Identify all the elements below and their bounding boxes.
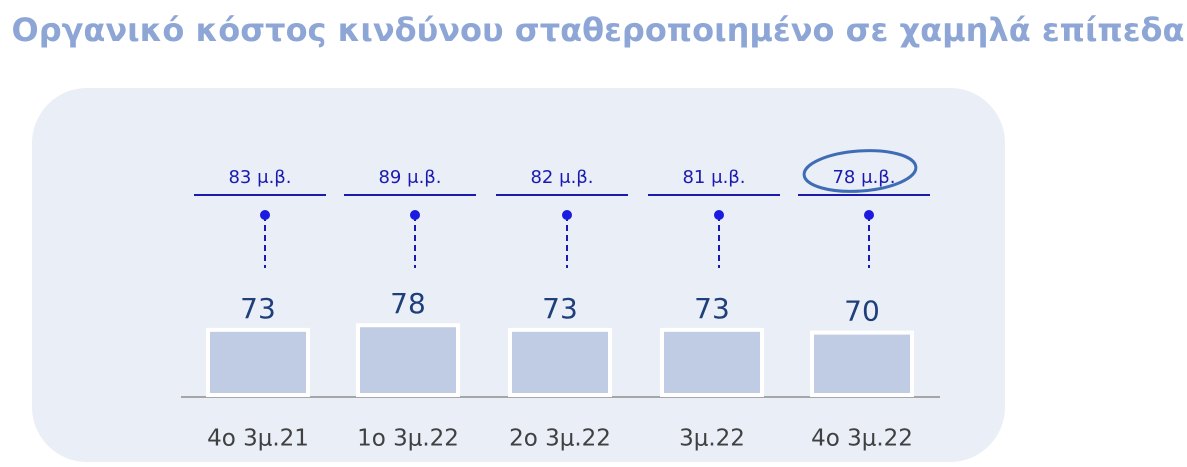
bar xyxy=(508,327,612,397)
annotation-label: 89 μ.β. xyxy=(378,167,441,188)
annotation-label: 78 μ.β. xyxy=(832,167,895,188)
bar xyxy=(206,327,310,397)
bar xyxy=(660,327,764,397)
connector-dot xyxy=(864,210,874,220)
annotation-label: 82 μ.β. xyxy=(530,167,593,188)
x-tick-label: 1ο 3μ.22 xyxy=(357,426,459,452)
value-label: 70 xyxy=(844,295,880,328)
connector-dot xyxy=(410,210,420,220)
x-tick-label: 2ο 3μ.22 xyxy=(509,426,611,452)
annotation-label: 83 μ.β. xyxy=(228,167,291,188)
value-label: 73 xyxy=(542,292,578,325)
highlight-circle xyxy=(802,149,918,193)
x-tick-label: 4ο 3μ.21 xyxy=(207,426,309,452)
annotation-label: 81 μ.β. xyxy=(682,167,745,188)
connector-dot xyxy=(714,210,724,220)
connector-dot xyxy=(260,210,270,220)
bar xyxy=(810,330,914,398)
value-label: 78 xyxy=(390,287,426,320)
value-label: 73 xyxy=(240,292,276,325)
connector-dot xyxy=(562,210,572,220)
value-label: 73 xyxy=(694,292,730,325)
x-tick-label: 4ο 3μ.22 xyxy=(811,426,913,452)
bar xyxy=(356,323,460,397)
x-tick-label: 3μ.22 xyxy=(679,426,745,452)
panel xyxy=(32,88,1005,462)
chart-title: Οργανικό κόστος κινδύνου σταθεροποιημένο… xyxy=(11,11,1184,49)
